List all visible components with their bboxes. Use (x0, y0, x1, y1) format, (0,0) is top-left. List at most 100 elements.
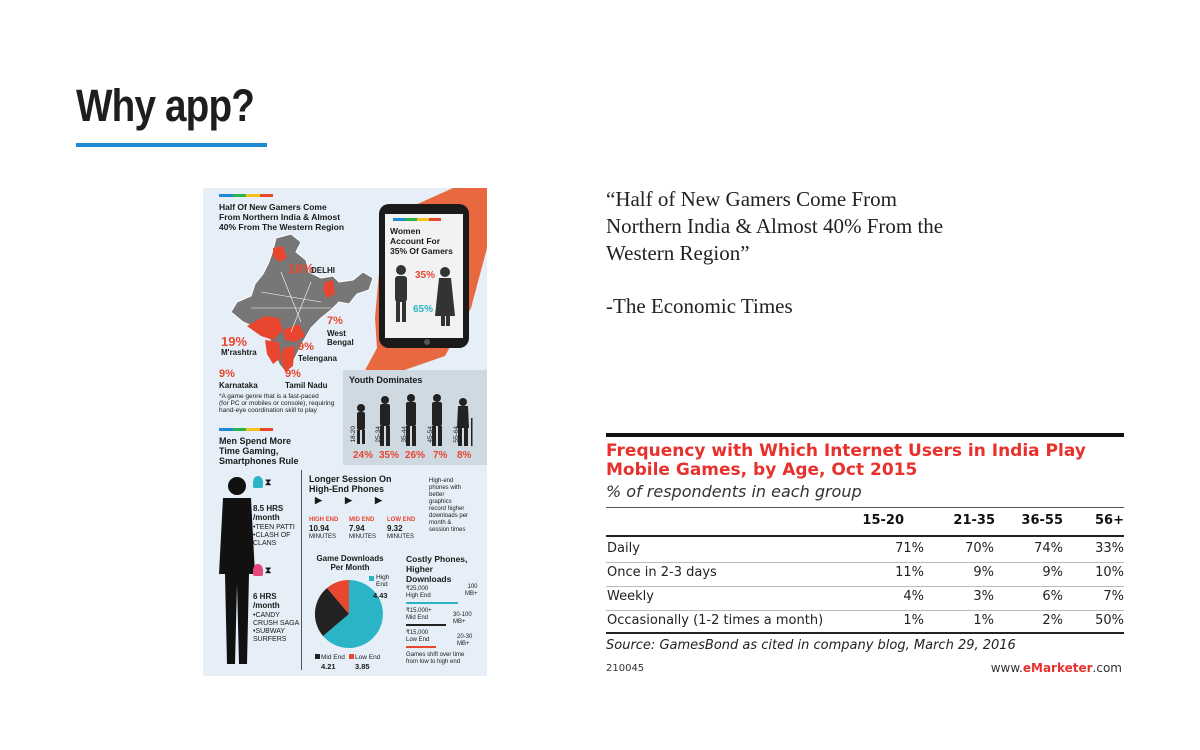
costly-tier-mid: ₹15,000+ Mid End (406, 608, 432, 621)
row-label: Weekly (607, 589, 654, 604)
woman-icon (253, 564, 263, 576)
color-stripe (219, 194, 273, 197)
brand-suffix: .com (1092, 661, 1122, 675)
women-headline: Women Account For 35% Of Gamers (390, 226, 453, 256)
delhi-pct: 16% (288, 261, 315, 276)
table-cell: 10% (1095, 565, 1124, 580)
tier-mid-value: 7.94 (349, 524, 365, 533)
table-cell: 6% (1042, 589, 1063, 604)
emarketer-table-chart: Frequency with Which Internet Users in I… (606, 433, 1124, 679)
tier-high-value: 10.94 (309, 524, 330, 533)
tier-mid-label: MID END (349, 517, 375, 523)
women-games: •CANDY CRUSH SAGA •SUBWAY SURFERS (253, 612, 300, 643)
quote-text: “Half of New Gamers Come From Northern I… (606, 187, 944, 265)
age-label-4: 45-54 (427, 426, 434, 443)
costly-bar-mid (406, 624, 446, 626)
tier-low-unit: MINUTES (387, 534, 414, 540)
men-hours: 8.5 HRS /month (253, 504, 284, 522)
table-cell: 11% (895, 565, 924, 580)
row-label: Daily (607, 541, 640, 556)
pie-slice-low (327, 579, 349, 614)
table-cell: 1% (973, 613, 994, 628)
table-cell: 9% (973, 565, 994, 580)
chart-bottom-rule (606, 632, 1124, 634)
youth-headline: Youth Dominates (349, 375, 423, 385)
low-end-label: Low End (355, 654, 381, 661)
man-silhouette (219, 477, 255, 664)
table-cell: 9% (1042, 565, 1063, 580)
age-label-5: 55-64 (453, 426, 460, 443)
pie-slice-mid (314, 588, 349, 636)
chart-code: 210045 (606, 663, 645, 674)
costly-footer: Games shift over time from low to high e… (406, 652, 465, 665)
mid-end-label: Mid End (321, 654, 345, 661)
men-pct: 65% (413, 304, 434, 315)
tier-high-label: HIGH END (309, 517, 339, 523)
downloads-pie (314, 579, 383, 648)
hand-phone-illustration (363, 188, 487, 374)
session-note: High-end phones with better graphics rec… (429, 478, 469, 533)
section-divider (301, 470, 302, 670)
table-cell: 50% (1095, 613, 1124, 628)
table-cell: 4% (903, 589, 924, 604)
costly-mb-mid: 30-100 MB+ (453, 612, 472, 625)
men-games: •TEEN PATTI •CLASH OF CLANS (253, 524, 295, 547)
age-pct-2: 35% (379, 450, 400, 461)
play-icon-low: ▶ (375, 495, 382, 505)
col-header: 15-20 (862, 513, 904, 528)
west-bengal-label: West Bengal (327, 329, 354, 347)
col-header: 21-35 (953, 513, 995, 528)
quote-attribution: -The Economic Times (606, 294, 793, 318)
chart-source: Source: GamesBond as cited in company bl… (606, 638, 1016, 653)
map-footnote: *A game genre that is a fast-paced (for … (219, 393, 335, 414)
age-label-2: 25-34 (375, 426, 382, 443)
age-pct-3: 26% (405, 450, 426, 461)
high-end-value: 4.43 (373, 591, 388, 600)
telengana-label: Telengana (298, 354, 337, 363)
india-map (230, 233, 374, 375)
legend-swatch-mid (315, 654, 320, 659)
chart-title: Frequency with Which Internet Users in I… (606, 441, 1086, 480)
row-divider (606, 610, 1124, 611)
chart-top-bar (606, 433, 1124, 437)
regions-headline: Half Of New Gamers Come From Northern In… (219, 202, 345, 232)
table-cell: 3% (973, 589, 994, 604)
table-cell: 74% (1034, 541, 1063, 556)
economic-times-infographic: Half Of New Gamers Come From Northern In… (203, 188, 487, 676)
table-cell: 33% (1095, 541, 1124, 556)
row-divider (606, 586, 1124, 587)
time-color-stripe (219, 428, 273, 431)
play-icon-mid: ▶ (345, 495, 352, 505)
age-label-1: 18-20 (350, 426, 357, 443)
chart-header-rule (606, 507, 1124, 508)
brand-main: eMarketer (1022, 661, 1093, 675)
emarketer-logo: www.eMarketer.com (991, 661, 1122, 675)
man-icon (253, 476, 263, 488)
age-pct-1: 24% (353, 450, 374, 461)
table-cell: 1% (903, 613, 924, 628)
row-label: Occasionally (1-2 times a month) (607, 613, 824, 628)
row-label: Once in 2-3 days (607, 565, 717, 580)
costly-bar-low (406, 646, 436, 648)
tier-low-label: LOW END (387, 517, 416, 523)
chart-column-rule (606, 535, 1124, 537)
maharashtra-pct: 19% (221, 334, 248, 349)
women-color-stripe (393, 218, 441, 221)
chart-subtitle: % of respondents in each group (606, 482, 862, 501)
hourglass-icon-men: ⧗ (265, 477, 272, 487)
delhi-label: DELHI (311, 266, 335, 275)
col-header: 56+ (1095, 513, 1124, 528)
age-pct-5: 8% (457, 450, 472, 461)
brand-prefix: www. (990, 661, 1023, 675)
row-divider (606, 562, 1124, 563)
maharashtra-label: M'rashtra (221, 348, 257, 357)
table-cell: 70% (965, 541, 994, 556)
title-underline (76, 143, 267, 147)
slide-title: Why app? (76, 80, 255, 131)
costly-tier-low: ₹15,000 Low End (406, 630, 430, 643)
costly-mb-low: 20-30 MB+ (457, 634, 473, 647)
costly-tier-high: ₹25,000 High End (406, 586, 431, 599)
age-silhouettes (357, 394, 473, 446)
legend-swatch-low (349, 654, 354, 659)
west-bengal-pct: 7% (327, 315, 343, 327)
